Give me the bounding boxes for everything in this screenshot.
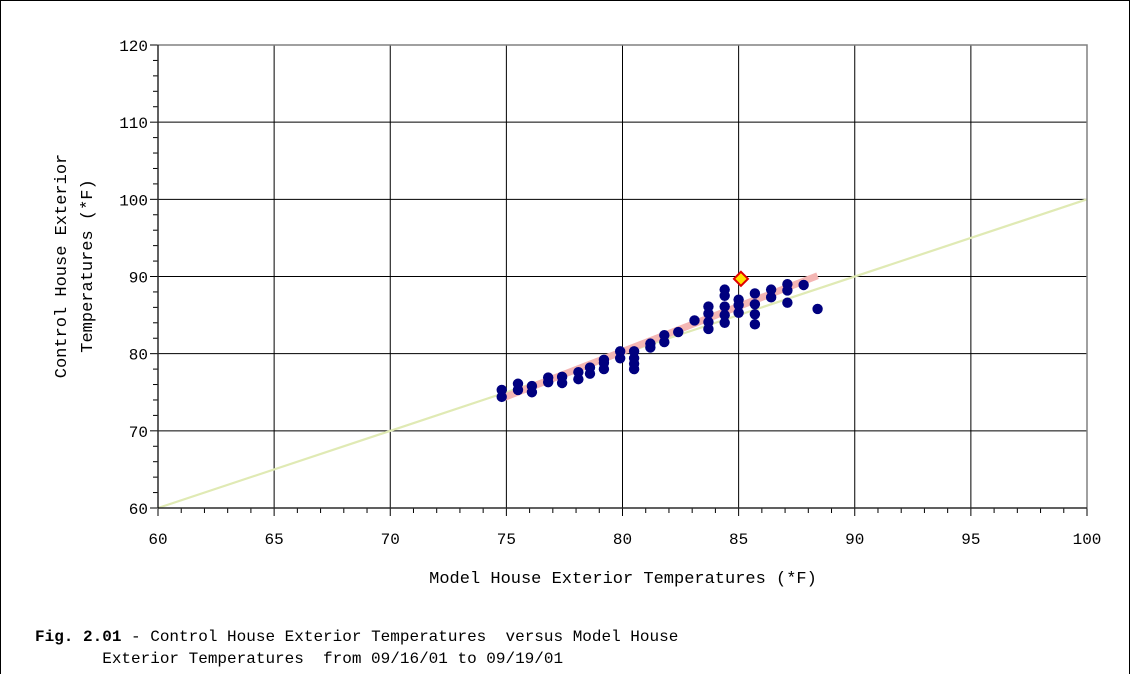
y-tick-label: 80 — [129, 347, 148, 365]
data-point — [782, 297, 793, 308]
data-point — [496, 384, 507, 396]
data-point — [573, 366, 584, 378]
data-point — [749, 299, 761, 310]
highlighted-point — [732, 270, 750, 288]
gridlines — [158, 45, 1087, 508]
data-point — [689, 315, 700, 326]
y-axis-title-line1: Control House Exterior — [53, 154, 72, 378]
data-point — [645, 338, 656, 349]
highlight-marker — [732, 270, 750, 288]
x-tick-label: 75 — [497, 531, 516, 549]
x-tick-label: 70 — [381, 531, 400, 549]
data-point — [749, 309, 761, 320]
data-point — [719, 284, 730, 295]
data-point — [719, 317, 730, 328]
x-tick-label: 65 — [265, 531, 284, 549]
x-tick-label: 100 — [1073, 531, 1102, 549]
y-tick-label: 100 — [119, 192, 148, 210]
caption-line-1: - Control House Exterior Temperatures ve… — [121, 628, 679, 646]
x-tick-label: 60 — [148, 531, 167, 549]
data-point — [782, 279, 793, 290]
x-axis-title: Model House Exterior Temperatures (*F) — [429, 570, 817, 589]
data-point — [659, 329, 670, 341]
y-tick-label: 60 — [129, 501, 148, 519]
data-point — [765, 292, 777, 303]
x-tick-label: 90 — [845, 531, 864, 549]
y-axis-title-line2: Temperatures (*F) — [79, 179, 98, 352]
data-point — [556, 371, 568, 383]
data-point — [584, 362, 596, 373]
y-tick-label: 70 — [129, 424, 148, 442]
data-point — [749, 288, 761, 299]
tick-labels: 60 65 70 75 80 85 90 95 100 60 70 80 90 100 110 120 — [119, 38, 1101, 549]
data-point — [512, 378, 524, 389]
y-axis-title: Control House Exterior Temperatures (*F) — [53, 154, 98, 378]
data-point — [703, 316, 714, 328]
figure-caption: Fig. 2.01 - Control House Exterior Tempe… — [35, 626, 678, 670]
data-point — [628, 346, 640, 357]
data-point — [614, 346, 626, 357]
data-point — [798, 279, 809, 291]
data-point — [733, 307, 744, 318]
x-tick-label: 95 — [961, 531, 980, 549]
y-tick-label: 110 — [119, 115, 148, 133]
data-point — [765, 284, 777, 295]
x-tick-label: 80 — [613, 531, 632, 549]
data-points — [496, 279, 823, 403]
figure-label: Fig. 2.01 — [35, 628, 122, 646]
data-point — [749, 319, 761, 330]
data-point — [733, 294, 744, 305]
data-point — [719, 309, 730, 321]
data-point — [598, 354, 610, 366]
axes — [150, 44, 1088, 516]
data-point — [719, 301, 730, 312]
x-tick-label: 85 — [729, 531, 748, 549]
caption-line-2: Exterior Temperatures from 09/16/01 to 0… — [35, 650, 564, 668]
y-tick-label: 90 — [129, 270, 148, 288]
data-point — [703, 301, 714, 312]
data-point — [812, 303, 823, 315]
data-point — [673, 326, 684, 338]
data-point — [526, 380, 538, 392]
data-point — [542, 372, 554, 383]
y-tick-label: 120 — [119, 38, 148, 56]
